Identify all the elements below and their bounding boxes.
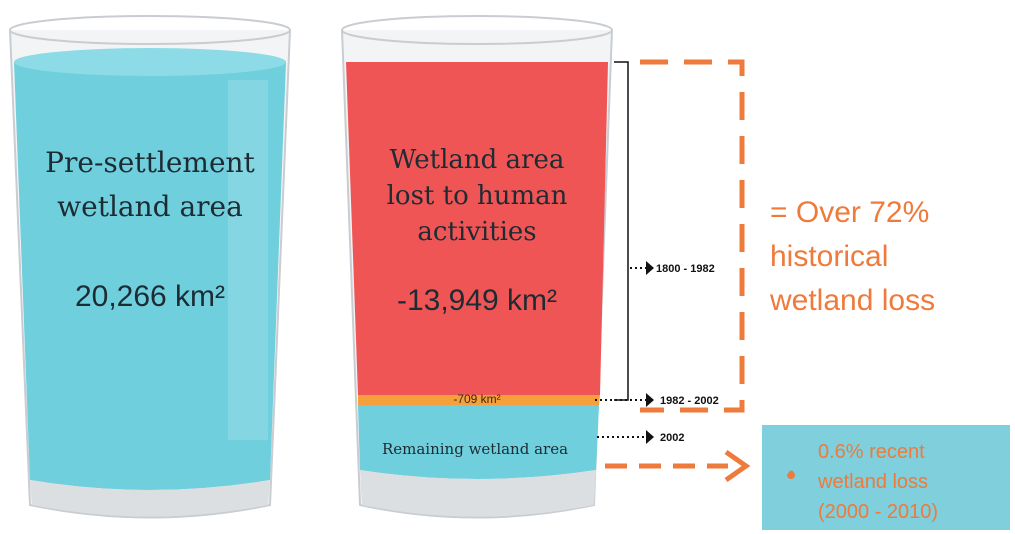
period-label: 2002	[660, 432, 684, 444]
left-label: wetland area	[57, 190, 243, 223]
arrow-head	[646, 261, 654, 275]
lost-label: activities	[417, 217, 536, 247]
arrow-head	[724, 449, 751, 483]
left-label: Pre-settlement	[45, 146, 255, 179]
recent-text: 0.6% recent	[818, 441, 925, 463]
lost-label: Wetland area	[390, 145, 565, 175]
lost-area: -13,949 km²	[397, 284, 557, 317]
water	[14, 62, 286, 490]
bracket	[614, 61, 629, 401]
arrow-head	[646, 430, 654, 444]
period-label: 1982 - 2002	[660, 395, 719, 407]
recent-text: (2000 - 2010)	[818, 501, 938, 523]
remaining-water	[358, 405, 599, 479]
glass-highlight	[228, 80, 268, 440]
left-glass: Pre-settlement wetland area 20,266 km²	[9, 15, 291, 519]
recent-box	[762, 425, 1010, 530]
arrow-head	[646, 393, 654, 407]
recent-area: -709 km²	[453, 392, 500, 406]
summary-text: = Over 72%	[770, 196, 929, 229]
water-surface	[14, 48, 286, 76]
recent-loss-band	[358, 395, 600, 405]
drop-icon	[787, 470, 795, 479]
glass-base	[30, 480, 270, 517]
glass-rim	[9, 15, 291, 45]
glass-base	[360, 470, 596, 517]
period-label: 1800 - 1982	[656, 263, 715, 275]
summary-text: wetland loss	[769, 284, 935, 317]
recent-text: wetland loss	[817, 471, 928, 493]
left-area: 20,266 km²	[75, 280, 225, 313]
lost-label: lost to human	[387, 181, 568, 211]
summary-bracket	[640, 59, 745, 413]
glass-rim	[341, 15, 613, 45]
period-markers	[595, 61, 654, 444]
remaining-label: Remaining wetland area	[382, 440, 568, 458]
summary-text: historical	[770, 240, 888, 273]
lost-area	[346, 62, 608, 395]
right-glass: Wetland area lost to human activities -1…	[341, 15, 613, 519]
